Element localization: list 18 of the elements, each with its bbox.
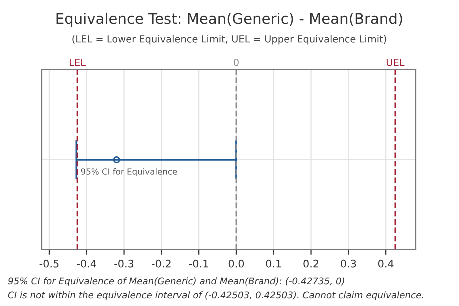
- x-tick-label: 0.0: [228, 260, 244, 268]
- ref-line-label: UEL: [386, 59, 405, 66]
- text: CI is not within the equivalence interval of (-0.42503, 0.42503). Cannot claim equivalence.: [8, 292, 424, 300]
- ref-line-label: 0: [234, 58, 239, 66]
- x-tick-label: -0.2: [152, 260, 171, 268]
- ref-line-label: LEL: [70, 59, 86, 66]
- annotation: 95% CI for Equivalence: [81, 168, 178, 177]
- x-tick-label: 0.1: [266, 260, 282, 268]
- chart-title: Equivalence Test: Mean(Generic) - Mean(Brand): [56, 12, 402, 28]
- x-tick-label: -0.3: [114, 260, 134, 268]
- x-tick-label: -0.5: [40, 260, 59, 268]
- x-tick-label: -0.4: [77, 260, 96, 268]
- x-tick-label: 0.4: [378, 260, 394, 268]
- chart-subtitle: (LEL = Lower Equivalence Limit, UEL = Upper Equivalence Limit): [72, 35, 386, 45]
- x-tick-label: -0.1: [189, 260, 208, 268]
- x-tick-label: 0.2: [304, 260, 319, 268]
- x-tick-label: 0.3: [341, 260, 356, 268]
- text: 95% CI for Equivalence of Mean(Generic) and Mean(Brand): (-0.42735, 0): [8, 278, 344, 286]
